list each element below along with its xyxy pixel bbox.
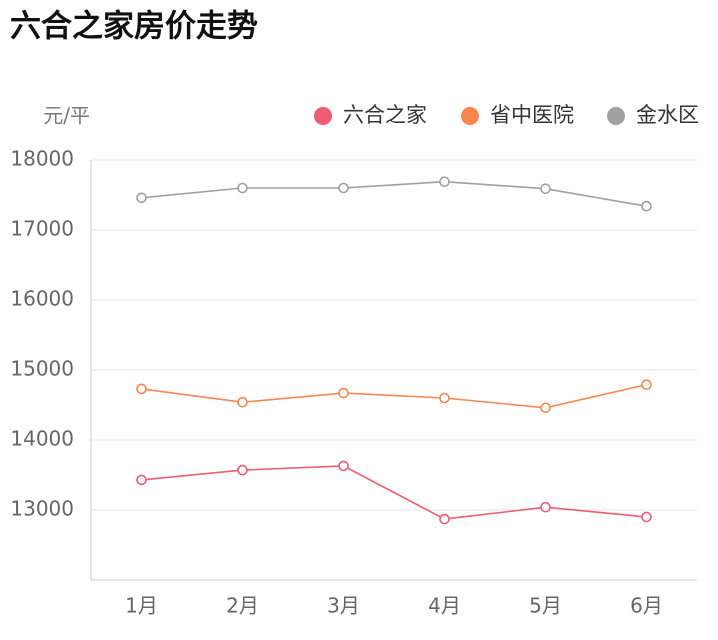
legend-label: 六合之家 (343, 103, 427, 127)
point (338, 182, 349, 194)
x-tick-label: 1月 (125, 594, 158, 618)
y-tick-label: 17000 (10, 217, 74, 241)
legend-marker (314, 107, 332, 125)
point (641, 511, 652, 523)
x-tick-label: 5月 (529, 594, 562, 618)
point (641, 379, 652, 391)
y-axis-label: 元/平 (43, 104, 90, 128)
point (338, 460, 349, 472)
point (540, 183, 551, 194)
point (439, 513, 450, 525)
y-tick-label: 15000 (10, 357, 74, 381)
point (136, 192, 147, 204)
chart-title: 六合之家房价走势 (10, 9, 258, 45)
line (141, 383, 647, 409)
x-tick-label: 3月 (327, 594, 360, 618)
x-tick-label: 2月 (226, 594, 259, 618)
line (141, 180, 647, 207)
point (439, 176, 450, 187)
point (338, 387, 349, 399)
point (136, 383, 147, 395)
point (237, 182, 248, 194)
legend-marker (607, 107, 625, 125)
x-tick-label: 4月 (428, 594, 461, 618)
point (540, 501, 551, 513)
point (540, 402, 551, 414)
point (237, 464, 248, 476)
point (641, 200, 652, 212)
legend-label: 金水区 (636, 103, 699, 127)
line (141, 465, 647, 520)
point (237, 396, 248, 408)
point (136, 474, 147, 486)
y-tick-label: 18000 (10, 147, 74, 171)
legend-marker (461, 107, 479, 125)
point (439, 392, 450, 404)
legend-label: 省中医院 (490, 103, 574, 127)
y-tick-label: 13000 (10, 497, 74, 521)
y-tick-label: 16000 (10, 287, 74, 311)
x-tick-label: 6月 (630, 594, 663, 618)
y-tick-label: 14000 (10, 427, 74, 451)
